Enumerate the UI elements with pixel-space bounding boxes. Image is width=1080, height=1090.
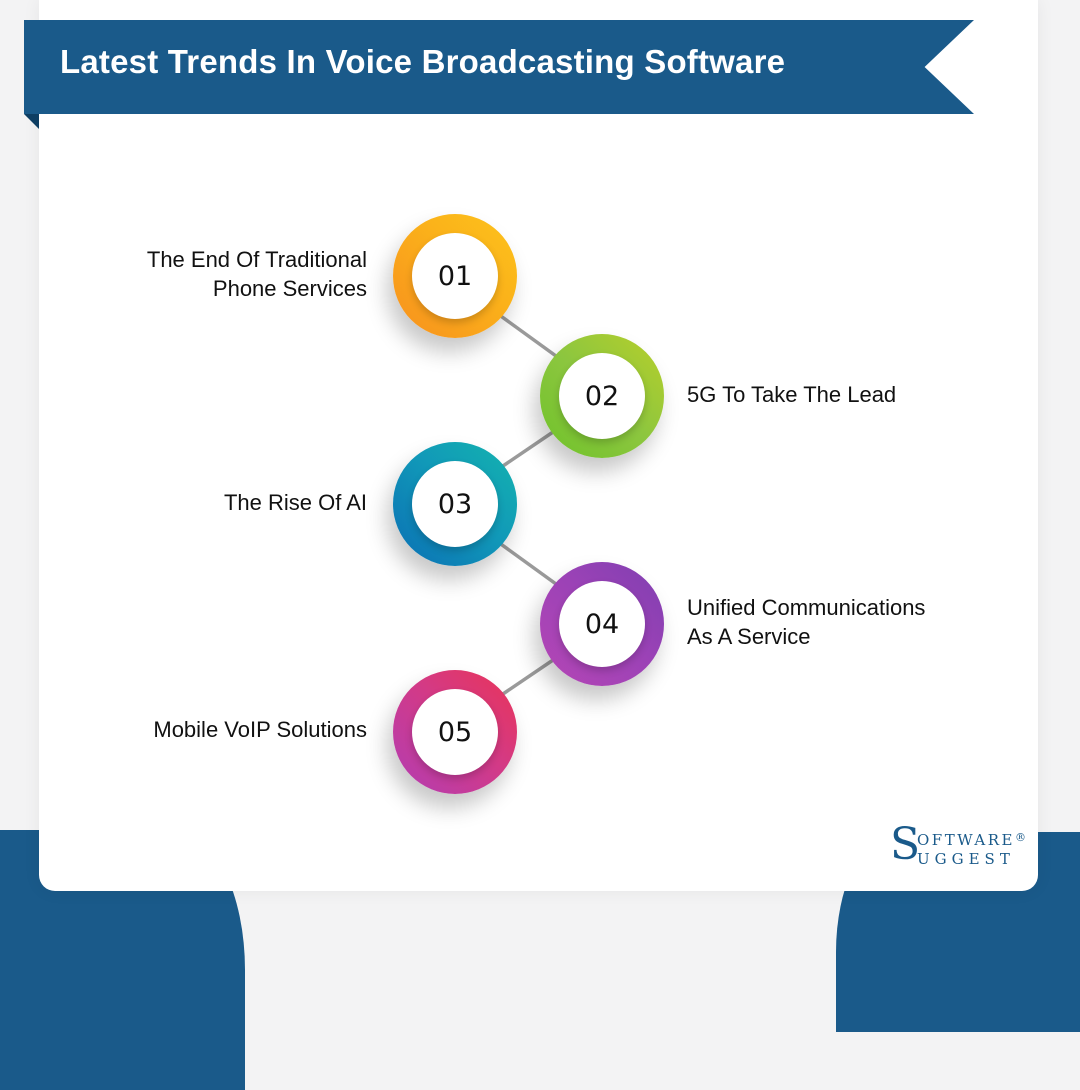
step-circle-04: 04 [540, 562, 664, 686]
step-number-01: 01 [412, 233, 498, 319]
step-label-01-line2: Phone Services [212, 276, 367, 301]
step-number-03: 03 [412, 461, 498, 547]
step-label-02-line1: 5G To Take The Lead [687, 382, 897, 407]
step-label-04: Unified Communications As A Service [687, 593, 925, 651]
step-label-05: Mobile VoIP Solutions [153, 715, 367, 744]
registered-mark-icon: ® [1014, 831, 1026, 844]
step-circle-01: 01 [393, 214, 517, 338]
step-number-05: 05 [412, 689, 498, 775]
logo-bottom-text: UGGEST [917, 850, 1015, 868]
step-label-03-line1: The Rise Of AI [223, 490, 367, 515]
ribbon-fold [24, 114, 39, 129]
step-label-01-line1: The End Of Traditional [146, 247, 367, 272]
logo-top-text: OFTWARE® [917, 831, 1026, 849]
title-ribbon [24, 20, 974, 114]
page-title: Latest Trends In Voice Broadcasting Soft… [60, 43, 786, 80]
step-circle-02: 02 [540, 334, 664, 458]
step-label-05-line1: Mobile VoIP Solutions [153, 717, 367, 742]
step-number-02: 02 [559, 353, 645, 439]
infographic-card [39, 0, 1038, 891]
step-label-02: 5G To Take The Lead [687, 380, 896, 409]
logo-top-word: OFTWARE [917, 831, 1015, 849]
step-circle-03: 03 [393, 442, 517, 566]
step-circle-05: 05 [393, 670, 517, 794]
logo-initial: S [890, 819, 921, 870]
step-label-01: The End Of Traditional Phone Services [147, 245, 367, 303]
step-label-04-line1: Unified Communications [687, 595, 926, 620]
step-label-03: The Rise Of AI [224, 488, 367, 517]
step-number-04: 04 [559, 581, 645, 667]
step-label-04-line2: As A Service [687, 624, 811, 649]
